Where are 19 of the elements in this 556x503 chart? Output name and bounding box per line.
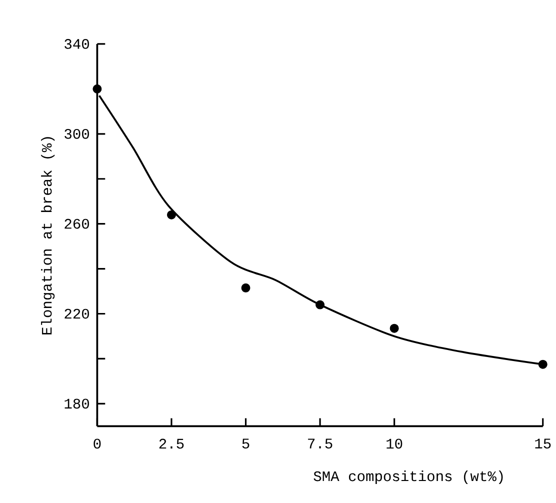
x-tick-label: 7.5 [308,439,332,449]
y-tick-label: 180 [64,398,89,409]
y-tick-label: 340 [64,39,89,50]
x-tick-label: 5 [242,439,250,449]
x-tick-label: 15 [535,439,551,449]
y-axis-title: Elongation at break (%) [41,137,55,335]
x-tick-label: 10 [386,439,402,449]
point [166,210,176,220]
point [538,360,548,370]
point [92,84,102,94]
point [316,300,325,310]
x-tick-label: 2.5 [159,439,184,449]
y-tick-label: 260 [64,219,89,229]
x-axis-title: SMA compositions (wt%) [314,470,503,484]
y-tick-label: 220 [64,309,89,319]
y-tick-label: 300 [64,129,89,140]
x-tick-label: 0 [94,439,101,449]
point [241,284,250,293]
point [390,324,399,334]
